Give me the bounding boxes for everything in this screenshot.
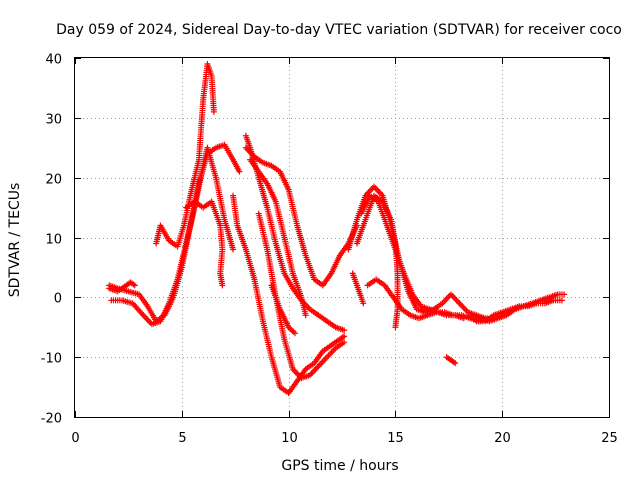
data-point [341,333,348,340]
y-tick-label: -10 [41,352,62,367]
y-tick-label: 40 [45,53,62,68]
x-tick-label: 20 [494,431,511,446]
data-point [230,246,237,253]
series-arc-2 [108,144,237,328]
series-arc-10 [268,282,299,337]
series-arc-13 [353,192,401,331]
data-points [106,60,568,397]
plot-border [74,57,610,418]
data-point [131,282,138,289]
y-tick-label: 20 [45,173,62,188]
series-arc-8 [255,210,348,382]
series-arc-4 [183,198,226,289]
grid [75,58,609,417]
data-point [341,339,348,346]
data-point [360,300,367,307]
series-arc-14 [349,270,367,307]
x-tick-label: 15 [387,431,404,446]
data-point [210,108,217,115]
y-tick-label: 0 [54,292,62,307]
axis-ticks: 0 5 10 15 20 25 -20 -10 0 10 20 30 40 [41,53,618,447]
y-tick-label: 10 [45,233,62,248]
x-tick-label: 0 [71,431,79,446]
series-arc-18 [473,297,566,325]
data-point [292,330,299,337]
x-tick-label: 5 [178,431,186,446]
series-arc-19 [106,279,138,295]
y-axis-label: SDTVAR / TECUs [7,183,23,298]
data-point [559,297,566,304]
chart-title: Day 059 of 2024, Sidereal Day-to-day VTE… [56,22,622,38]
data-point [561,291,568,298]
data-point [236,168,243,175]
x-tick-label: 10 [281,431,298,446]
series-arc-7 [230,192,348,397]
y-tick-label: -20 [41,412,62,427]
data-point [392,324,399,331]
series-arc-16 [443,354,459,367]
y-tick-label: 30 [45,113,62,128]
data-point [219,282,226,289]
x-tick-label: 25 [601,431,618,446]
data-point [452,360,459,367]
series-arc-5 [242,132,348,334]
x-axis-label: GPS time / hours [281,458,398,474]
data-point [341,327,348,334]
series-arc-6 [247,156,309,319]
data-point [302,312,309,319]
